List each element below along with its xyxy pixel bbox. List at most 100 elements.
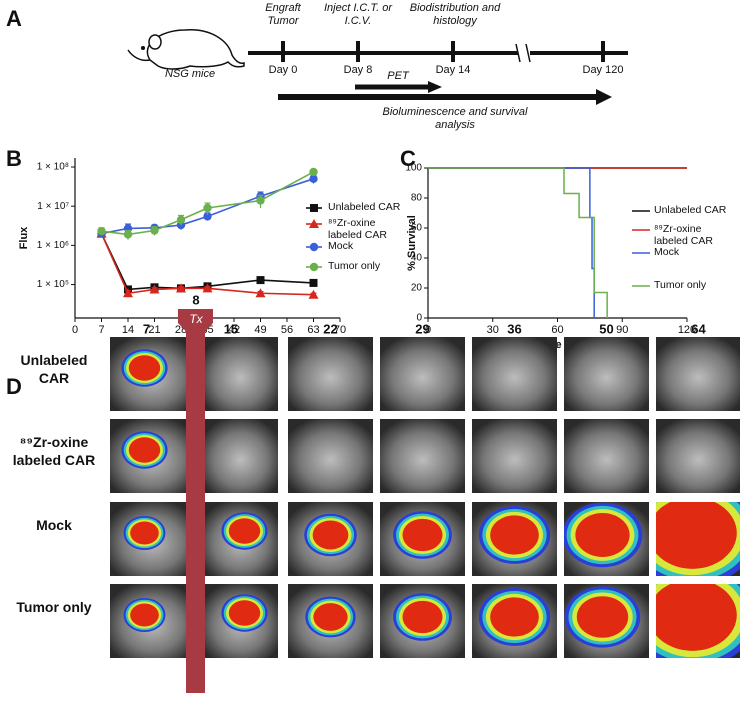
x-tick-label: 42 [228,324,240,336]
y-tick-label: 1 × 10⁶ [37,240,69,251]
signal [123,516,166,550]
row-label-box: Tumor only [16,599,91,615]
signal-ring [130,521,159,545]
signal [564,586,641,648]
legend-label-box: Unlabeled CAR [654,204,727,216]
day-header: 64 [691,321,706,336]
marker [309,174,318,184]
treatment-label: Tx [189,312,203,326]
marker [309,167,318,177]
signal [656,502,740,576]
day-label: Day 0 [269,64,298,76]
x-tick-label: 56 [281,324,293,336]
bli-image [110,584,195,658]
bli-image [380,584,465,658]
arrow-head [596,89,612,105]
signal-ring [128,355,161,381]
signal-ring [490,597,539,637]
day-header: 7 [143,321,150,336]
bli-image [656,502,740,576]
row-label: ⁸⁹Zr-oxine labeled CAR [12,434,96,468]
day-label: Day 120 [583,64,624,76]
y-tick-label: 20 [411,283,423,294]
legend-label-box: Mock [654,246,679,258]
marker [310,204,318,212]
image-bg [472,419,557,493]
survival-line [428,167,595,318]
signal-ring [576,596,629,638]
signal [121,431,168,469]
x-tick-label: 120 [678,324,696,336]
panel-label: C [400,146,416,171]
bli-image [288,584,373,658]
day-header: 50 [599,321,613,336]
bli-image [564,584,649,658]
row-label: Unlabeled CAR [20,352,88,386]
bioluminescence-label-box: Bioluminescence and survival analysis [383,106,528,131]
signal [393,511,452,559]
marker [123,288,133,298]
bli-image [203,337,278,411]
y-tick-label: 60 [411,223,423,234]
event-label: Engraft Tumor [265,2,301,27]
x-tick-label: 21 [148,324,160,336]
treatment-day: 8 [192,292,199,307]
marker [150,226,159,235]
signal-ring [402,518,443,552]
x-tick-label: 0 [425,324,431,336]
bli-image [656,584,740,658]
marker [176,215,186,224]
y-tick-label: 0 [416,313,422,324]
bli-image [110,419,195,493]
event-label-box: Biodistribution and histology [410,2,501,27]
y-tick-label: 80 [411,193,423,204]
image-bg [380,419,465,493]
pet-label: PET [387,70,410,82]
row-label-box: ⁸⁹Zr-oxine labeled CAR [12,434,96,468]
signal [121,349,168,387]
legend-label-box: Tumor only [328,260,380,272]
image-bg [203,419,278,493]
signal-ring [490,515,539,555]
signal-ring [656,502,737,569]
y-tick-label: 100 [405,163,422,174]
bli-image [656,419,740,493]
signal-ring [575,513,630,557]
row-label: Mock [36,517,72,533]
legend-label: Unlabeled CAR [654,204,727,216]
signal-ring [313,603,348,631]
treatment-arrow [178,309,213,342]
bli-image [380,337,465,411]
legend-label: Tumor only [654,279,707,291]
marker [256,196,265,205]
marker [309,242,319,252]
marker [309,262,319,272]
marker [256,276,265,285]
legend-label: Unlabeled CAR [328,201,401,213]
day-header: 15 [224,321,238,336]
bli-image [380,419,465,493]
day-header: 22 [323,321,337,336]
bli-image [564,337,649,411]
x-tick-label: 14 [122,324,134,336]
signal-ring [402,600,443,634]
image-bg [656,419,740,493]
day-label: Day 14 [436,64,471,76]
legend-label-box: Tumor only [654,279,707,291]
x-tick-label: 63 [307,324,319,336]
legend-label-box: ⁸⁹Zr-oxine labeled CAR [654,223,713,247]
bli-image [203,502,278,576]
image-bg [656,337,740,411]
marker [149,284,160,294]
image-bg [203,337,278,411]
y-tick-label: 40 [411,253,423,264]
timeline [248,41,628,100]
marker [202,283,213,293]
row-label-box: Mock [36,517,72,533]
mouse-label: NSG mice [165,68,215,80]
y-tick-label: 1 × 10⁸ [37,162,69,173]
marker [308,289,319,299]
image-bg [380,337,465,411]
bli-image [472,502,557,576]
x-tick-label: 70 [334,324,346,336]
